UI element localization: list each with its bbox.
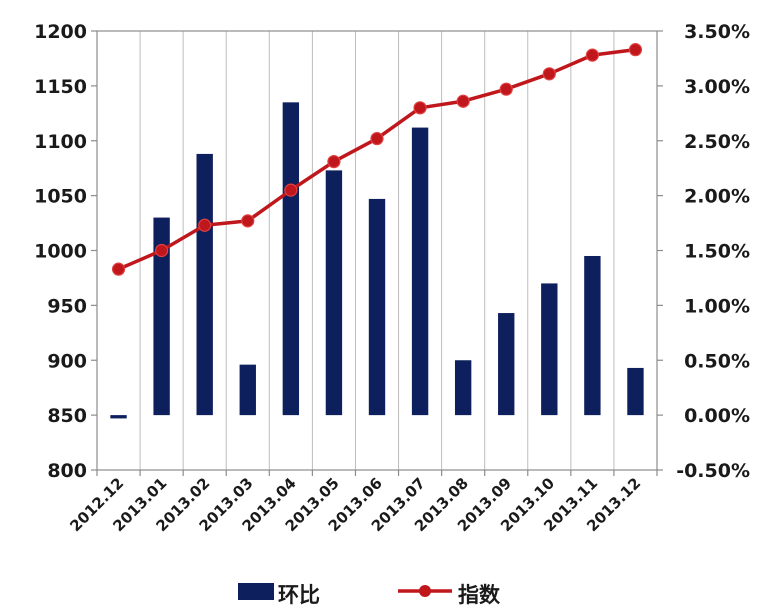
right-axis-tick-label: -0.50% (676, 460, 750, 482)
bar (282, 102, 300, 416)
left-axis-tick-label: 950 (47, 295, 87, 317)
bar (153, 217, 170, 416)
bar (541, 283, 558, 416)
left-axis-tick-label: 800 (47, 460, 87, 482)
left-axis-tick-label: 1100 (34, 131, 87, 153)
legend-bar-label: 环比 (278, 583, 320, 607)
line-point (327, 155, 341, 169)
legend-bar-swatch (238, 583, 274, 600)
bar (239, 364, 256, 416)
bar (196, 153, 213, 416)
line-point (155, 243, 169, 258)
right-axis-tick-label: 0.00% (684, 405, 750, 427)
left-axis-tick-label: 1050 (34, 186, 87, 208)
right-axis-tick-label: 1.00% (684, 295, 750, 317)
right-axis-tick-label: 3.50% (684, 21, 750, 43)
line-point (370, 131, 384, 146)
bar (368, 198, 386, 416)
left-axis-tick-label: 900 (47, 350, 87, 372)
bar (110, 415, 127, 419)
left-axis-tick-label: 1000 (34, 241, 87, 263)
bar (325, 170, 343, 416)
right-axis-tick-label: 3.00% (684, 76, 750, 98)
line-point (241, 214, 255, 228)
line-point (542, 67, 556, 81)
bar (454, 360, 472, 416)
right-axis-tick-label: 2.50% (684, 131, 750, 153)
line-point (628, 43, 643, 57)
right-axis-tick-label: 0.50% (684, 350, 750, 372)
bar (584, 255, 601, 416)
bar (498, 313, 515, 416)
right-axis-tick-label: 2.00% (684, 186, 750, 208)
bar (627, 367, 644, 416)
line-point (284, 183, 298, 197)
bar (411, 127, 429, 416)
left-axis-tick-label: 1200 (34, 21, 87, 43)
legend-line-marker (419, 585, 431, 597)
line-point (198, 218, 212, 232)
line-point (499, 82, 513, 96)
line-point (585, 48, 599, 62)
left-axis-tick-label: 1150 (34, 76, 87, 98)
line-point (413, 101, 427, 115)
right-axis-tick-label: 1.50% (684, 241, 750, 263)
line-point (456, 94, 470, 108)
legend-line-label: 指数 (458, 583, 501, 607)
line-point (111, 262, 126, 276)
left-axis-tick-label: 850 (47, 405, 87, 427)
